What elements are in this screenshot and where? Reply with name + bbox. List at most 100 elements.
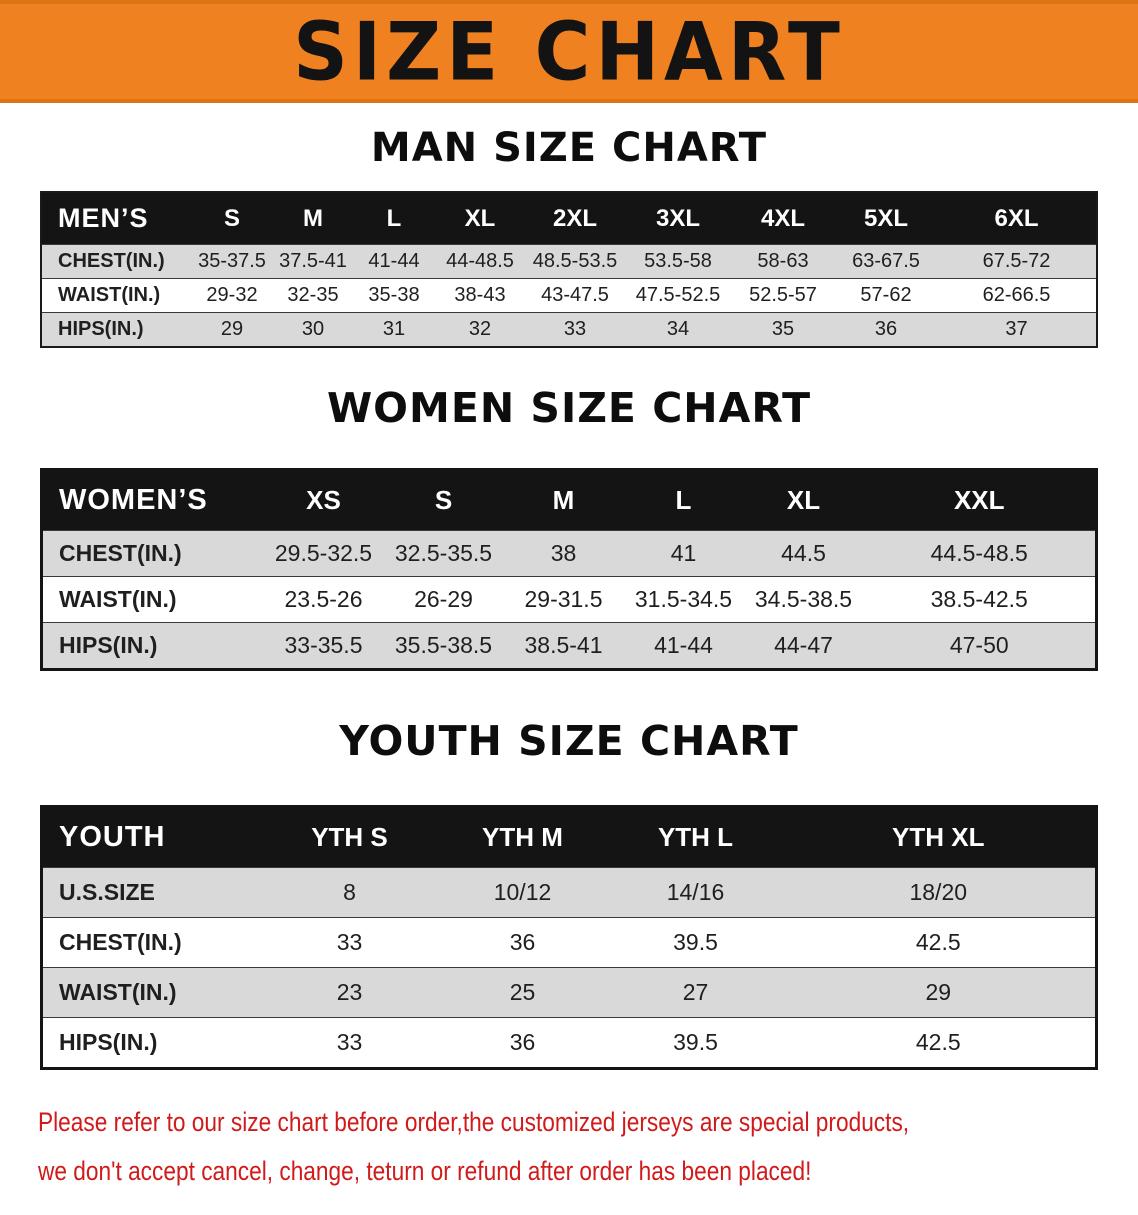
size-column-header: L <box>623 469 744 531</box>
size-value: 57-62 <box>860 284 912 306</box>
size-value: 58-63 <box>757 250 809 272</box>
women-size-table: WOMEN’S XS S M L XL XXL CHEST(IN.) 29.5-32.5 32.5… <box>40 468 1098 671</box>
size-column-header: 6XL <box>937 192 1097 245</box>
size-column-header: L <box>353 192 435 245</box>
size-column-header: 4XL <box>731 192 835 245</box>
size-value: 52.5-57 <box>749 284 817 306</box>
size-value: 29-31.5 <box>524 586 603 612</box>
size-column-header: XL <box>435 192 525 245</box>
size-value: 29 <box>925 979 952 1005</box>
measurement-row: CHEST(IN.) 33 36 39.5 42.5 <box>41 917 1097 968</box>
header-row: YOUTH YTH S YTH M YTH L YTH XL <box>41 806 1097 868</box>
row-label: CHEST(IN.) <box>59 540 182 566</box>
size-value: 37.5-41 <box>279 250 347 272</box>
table-title-cell: YOUTH <box>41 806 264 868</box>
size-value: 33 <box>336 1029 363 1055</box>
measurement-row: WAIST(IN.) 23.5-26 26-29 29-31.5 31.5-34.5 34… <box>41 576 1097 623</box>
size-value: 33 <box>336 929 363 955</box>
measurement-row: HIPS(IN.) 33-35.5 35.5-38.5 38.5-41 41-44 44-… <box>41 622 1097 670</box>
size-value: 23.5-26 <box>284 586 363 612</box>
header-row: MEN’S S M L XL 2XL 3XL 4XL 5XL 6XL <box>41 192 1097 245</box>
size-column-header: 5XL <box>835 192 937 245</box>
measurement-row: U.S.SIZE 8 10/12 14/16 18/20 <box>41 867 1097 918</box>
size-value: 48.5-53.5 <box>532 250 618 272</box>
size-value: 41-44 <box>654 632 713 658</box>
size-value: 67.5-72 <box>982 250 1051 272</box>
women-section-heading: WOMEN SIZE CHART <box>326 384 812 432</box>
size-value: 37 <box>1005 318 1028 340</box>
row-label: HIPS(IN.) <box>58 318 144 340</box>
disclaimer-line-2: we don't accept cancel, change, teturn o… <box>38 1155 812 1186</box>
row-label: CHEST(IN.) <box>58 250 165 272</box>
size-column-header: M <box>503 469 624 531</box>
disclaimer-line-1: Please refer to our size chart before or… <box>38 1107 910 1137</box>
size-value: 10/12 <box>493 879 552 905</box>
size-value: 41-44 <box>368 250 420 272</box>
row-label: CHEST(IN.) <box>59 929 182 955</box>
row-label: WAIST(IN.) <box>59 586 177 612</box>
row-label: WAIST(IN.) <box>58 284 161 306</box>
size-value: 38.5-41 <box>524 632 603 658</box>
size-value: 42.5 <box>915 1029 961 1055</box>
size-value: 44.5-48.5 <box>930 540 1028 566</box>
size-value: 29.5-32.5 <box>274 540 373 566</box>
measurement-row: CHEST(IN.) 29.5-32.5 32.5-35.5 38 41 44.5 44.5… <box>41 530 1097 577</box>
youth-section-heading: YOUTH SIZE CHART <box>339 717 799 765</box>
header-row: WOMEN’S XS S M L XL XXL <box>41 469 1097 531</box>
size-value: 29-32 <box>206 284 258 306</box>
table-title-cell: MEN’S <box>41 192 191 245</box>
size-value: 44-47 <box>774 632 833 658</box>
size-value: 31 <box>382 318 406 340</box>
row-label: HIPS(IN.) <box>59 632 158 658</box>
size-value: 62-66.5 <box>982 284 1051 306</box>
size-column-header: S <box>191 192 273 245</box>
size-column-header: XS <box>263 469 384 531</box>
size-value: 53.5-58 <box>644 250 712 272</box>
measurement-row: CHEST(IN.) 35-37.5 37.5-41 41-44 44-48.5 48.5… <box>41 244 1097 279</box>
charts-area: MAN SIZE CHART MEN’S S M L XL 2XL 3XL 4XL 5XL 6XL… <box>0 125 1138 1070</box>
size-value: 26-29 <box>414 586 473 612</box>
men-section-heading: MAN SIZE CHART <box>370 125 768 171</box>
men-size-section: MAN SIZE CHART MEN’S S M L XL 2XL 3XL 4XL 5XL 6XL… <box>0 125 1138 348</box>
size-value: 35-37.5 <box>198 250 266 272</box>
size-value: 41 <box>670 540 697 566</box>
size-value: 14/16 <box>666 879 725 905</box>
size-value: 23 <box>336 979 363 1005</box>
size-value: 42.5 <box>915 929 961 955</box>
size-value: 34 <box>666 318 690 340</box>
size-value: 31.5-34.5 <box>634 586 733 612</box>
size-value: 27 <box>682 979 709 1005</box>
size-value: 32.5-35.5 <box>394 540 493 566</box>
size-column-header: 2XL <box>525 192 625 245</box>
youth-size-section: YOUTH SIZE CHART YOUTH YTH S YTH M YTH L YTH… <box>0 717 1138 1070</box>
size-value: 47-50 <box>949 632 1009 658</box>
size-column-header: YTH XL <box>781 806 1097 868</box>
size-value: 34.5-38.5 <box>754 586 853 612</box>
size-value: 36 <box>874 318 898 340</box>
youth-size-table: YOUTH YTH S YTH M YTH L YTH XL U.S.SIZE 8 10/12… <box>40 805 1098 1070</box>
size-value: 18/20 <box>909 879 968 905</box>
measurement-row: HIPS(IN.) 29 30 31 32 33 34 35 36 37 <box>41 312 1097 347</box>
size-value: 35.5-38.5 <box>394 632 493 658</box>
size-column-header: YTH L <box>609 806 782 868</box>
page-title: SIZE CHART <box>293 4 845 99</box>
size-value: 39.5 <box>673 929 718 955</box>
women-size-section: WOMEN SIZE CHART WOMEN’S XS S M L XL XXL CHEST(… <box>0 384 1138 671</box>
size-value: 35 <box>771 318 795 340</box>
measurement-row: WAIST(IN.) 23 25 27 29 <box>41 967 1097 1018</box>
size-value: 36 <box>509 929 536 955</box>
size-value: 33 <box>563 318 587 340</box>
size-value: 38-43 <box>454 284 506 306</box>
size-value: 33-35.5 <box>284 632 363 658</box>
size-value: 63-67.5 <box>852 250 920 272</box>
measurement-row: HIPS(IN.) 33 36 39.5 42.5 <box>41 1017 1097 1069</box>
size-value: 25 <box>509 979 536 1005</box>
size-column-header: M <box>273 192 353 245</box>
size-value: 43-47.5 <box>541 284 609 306</box>
row-label: WAIST(IN.) <box>59 979 177 1005</box>
size-value: 44-48.5 <box>446 250 514 272</box>
table-title-cell: WOMEN’S <box>41 469 264 531</box>
disclaimer: Please refer to our size chart before or… <box>38 1098 1100 1195</box>
size-value: 39.5 <box>673 1029 718 1055</box>
